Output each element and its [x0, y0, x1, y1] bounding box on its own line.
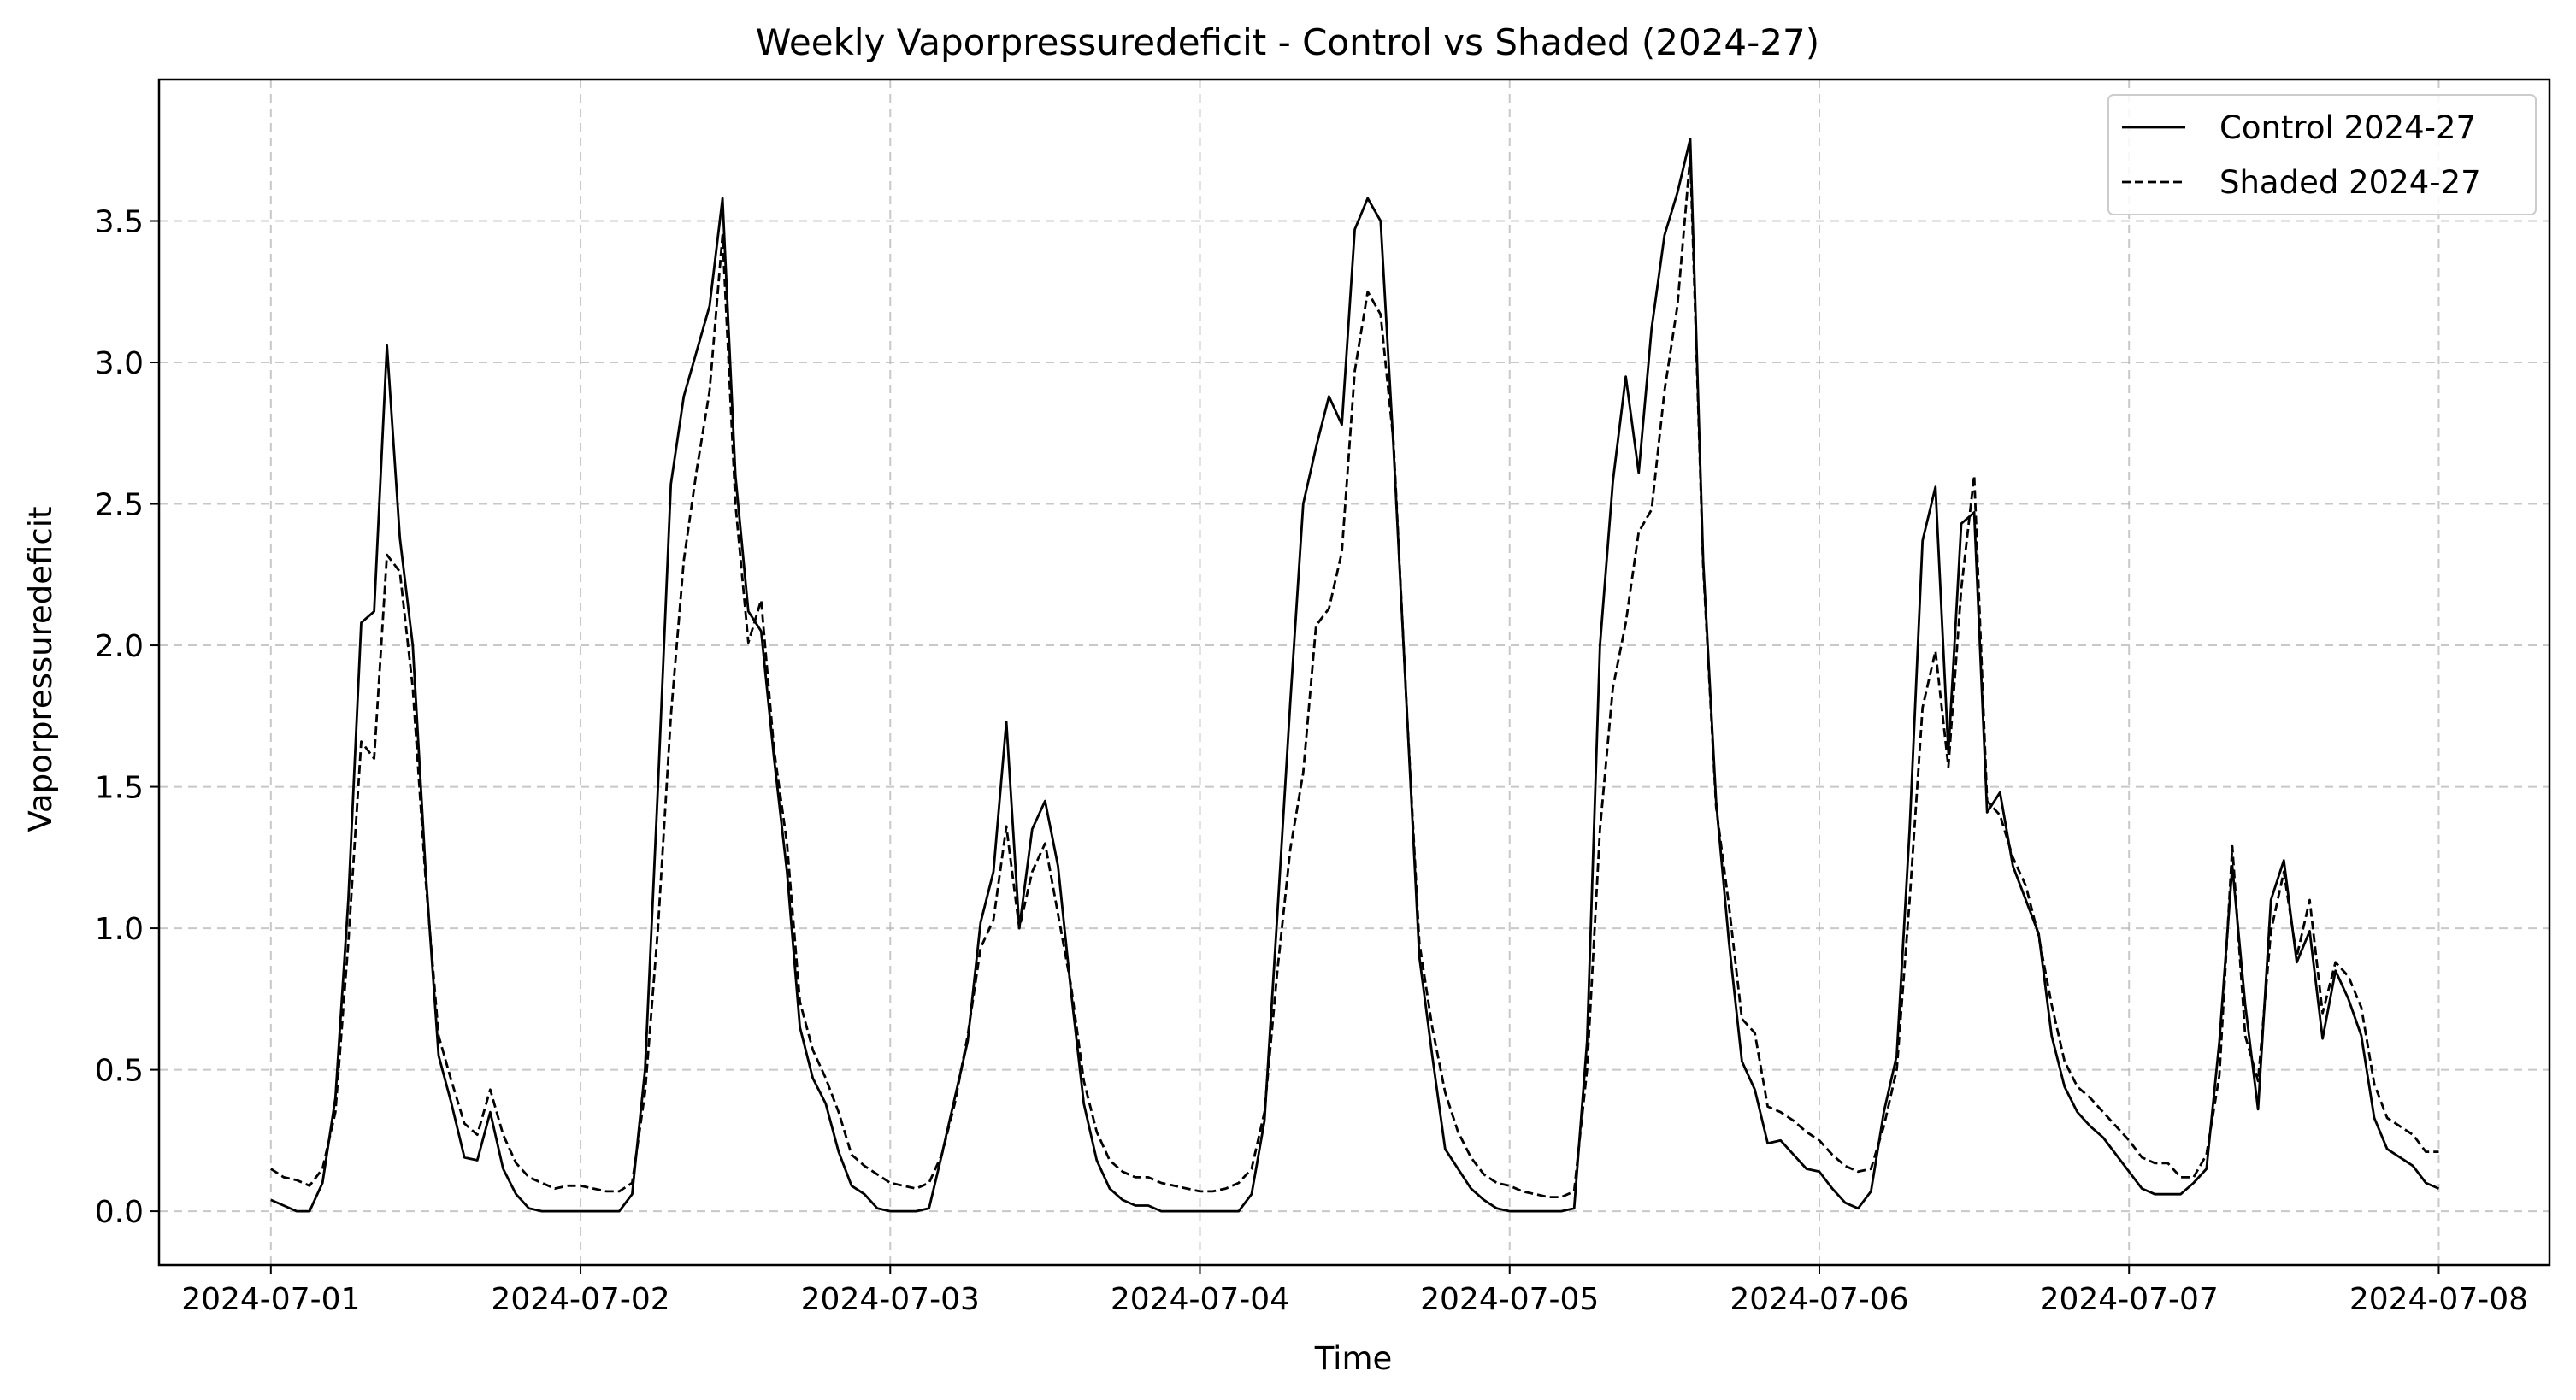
legend: Control 2024-27 Shaded 2024-27 [2107, 94, 2537, 215]
axis-ticks: 2024-07-01 2024-07-02 2024-07-03 2024-07-04… [95, 205, 2528, 1317]
y-tick-label: 1.5 [95, 771, 144, 806]
x-tick-label: 2024-07-01 [181, 1282, 360, 1317]
x-tick-label: 2024-07-02 [491, 1282, 669, 1317]
series-group [270, 138, 2440, 1213]
x-tick-label: 2024-07-04 [1111, 1282, 1289, 1317]
y-tick-label: 0.0 [95, 1195, 144, 1230]
y-tick-label: 3.5 [95, 205, 144, 240]
plot-frame [157, 78, 2551, 1267]
y-tick-label: 2.5 [95, 488, 144, 523]
legend-box [2107, 94, 2537, 215]
legend-label: Control 2024-27 [2219, 109, 2476, 146]
y-tick-label: 1.0 [95, 912, 144, 947]
series-line-shaded [270, 154, 2439, 1198]
x-tick-label: 2024-07-06 [1730, 1282, 1908, 1317]
y-tick-label: 2.0 [95, 629, 144, 664]
x-tick-label: 2024-07-07 [2040, 1282, 2219, 1317]
y-axis-label: Vaporpressuredeficit [22, 507, 59, 832]
chart-title: Weekly Vaporpressuredeficit - Control vs… [756, 21, 1819, 63]
x-axis-label: Time [1314, 1340, 1393, 1377]
series-line-control [270, 138, 2440, 1213]
legend-label: Shaded 2024-27 [2219, 164, 2481, 201]
y-tick-label: 0.5 [95, 1054, 144, 1089]
x-tick-label: 2024-07-05 [1420, 1282, 1599, 1317]
x-tick-label: 2024-07-08 [2349, 1282, 2528, 1317]
y-tick-label: 3.0 [95, 346, 144, 381]
x-tick-label: 2024-07-03 [801, 1282, 980, 1317]
